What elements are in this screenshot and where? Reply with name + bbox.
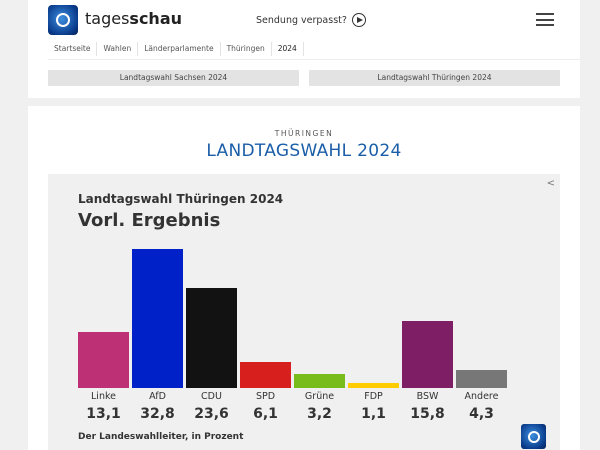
value-label: 3,2 bbox=[307, 406, 332, 422]
value-label: 4,3 bbox=[469, 406, 494, 422]
brand-light: tages bbox=[85, 9, 130, 28]
value-label: 13,1 bbox=[86, 406, 121, 422]
tab-sachsen[interactable]: Landtagswahl Sachsen 2024 bbox=[48, 70, 299, 86]
share-icon[interactable]: < bbox=[546, 178, 555, 189]
category-label: CDU bbox=[201, 391, 222, 402]
category-label: Andere bbox=[464, 391, 499, 402]
results-chart: < Landtagswahl Thüringen 2024 Vorl. Erge… bbox=[48, 174, 560, 450]
bar-fdp[interactable] bbox=[348, 383, 399, 388]
section-kicker: THÜRINGEN bbox=[274, 129, 334, 138]
bar-cdu[interactable] bbox=[186, 287, 237, 388]
play-icon bbox=[351, 13, 366, 27]
category-label: Grüne bbox=[304, 391, 335, 402]
value-label: 1,1 bbox=[361, 406, 386, 422]
value-label: 15,8 bbox=[410, 406, 445, 422]
category-label: Linke bbox=[91, 391, 116, 402]
category-label: BSW bbox=[416, 391, 439, 402]
category-label: FDP bbox=[364, 391, 383, 402]
header-card: tagesschau Sendung verpasst? Startseite … bbox=[28, 0, 580, 98]
section-title: LANDTAGSWAHL 2024 bbox=[206, 141, 402, 161]
tagesschau-logo-small bbox=[521, 424, 546, 449]
breadcrumb: Startseite Wahlen Länderparlamente Thüri… bbox=[48, 42, 304, 56]
breadcrumb-item[interactable]: Thüringen bbox=[221, 42, 272, 56]
bar-andere[interactable] bbox=[456, 369, 507, 388]
brand-name[interactable]: tagesschau bbox=[85, 9, 182, 28]
chart-title: Vorl. Ergebnis bbox=[78, 210, 221, 231]
chart-source: Der Landeswahlleiter, in Prozent bbox=[78, 432, 244, 442]
missed-label: Sendung verpasst? bbox=[256, 14, 347, 26]
results-card: THÜRINGEN LANDTAGSWAHL 2024 < Landtagswa… bbox=[28, 106, 580, 450]
category-label: SPD bbox=[255, 391, 276, 402]
bar-linke[interactable] bbox=[78, 332, 129, 388]
bar-afd[interactable] bbox=[132, 249, 183, 388]
bar-bsw[interactable] bbox=[402, 321, 453, 388]
bar-spd[interactable] bbox=[240, 362, 291, 388]
breadcrumb-current: 2024 bbox=[272, 42, 304, 56]
value-label: 23,6 bbox=[194, 406, 229, 422]
missed-show-link[interactable]: Sendung verpasst? bbox=[256, 13, 366, 27]
value-label: 32,8 bbox=[140, 406, 175, 422]
breadcrumb-item[interactable]: Länderparlamente bbox=[138, 42, 221, 56]
category-label: AfD bbox=[149, 391, 166, 402]
chart-subtitle: Landtagswahl Thüringen 2024 bbox=[78, 192, 284, 206]
breadcrumb-item[interactable]: Startseite bbox=[48, 42, 98, 56]
divider bbox=[48, 59, 580, 60]
menu-icon[interactable] bbox=[536, 13, 554, 26]
tagesschau-logo[interactable] bbox=[48, 5, 78, 35]
tab-thueringen[interactable]: Landtagswahl Thüringen 2024 bbox=[309, 70, 560, 86]
bar-grüne[interactable] bbox=[294, 374, 345, 388]
brand-bold: schau bbox=[129, 9, 183, 28]
value-label: 6,1 bbox=[253, 406, 278, 422]
breadcrumb-item[interactable]: Wahlen bbox=[97, 42, 139, 56]
